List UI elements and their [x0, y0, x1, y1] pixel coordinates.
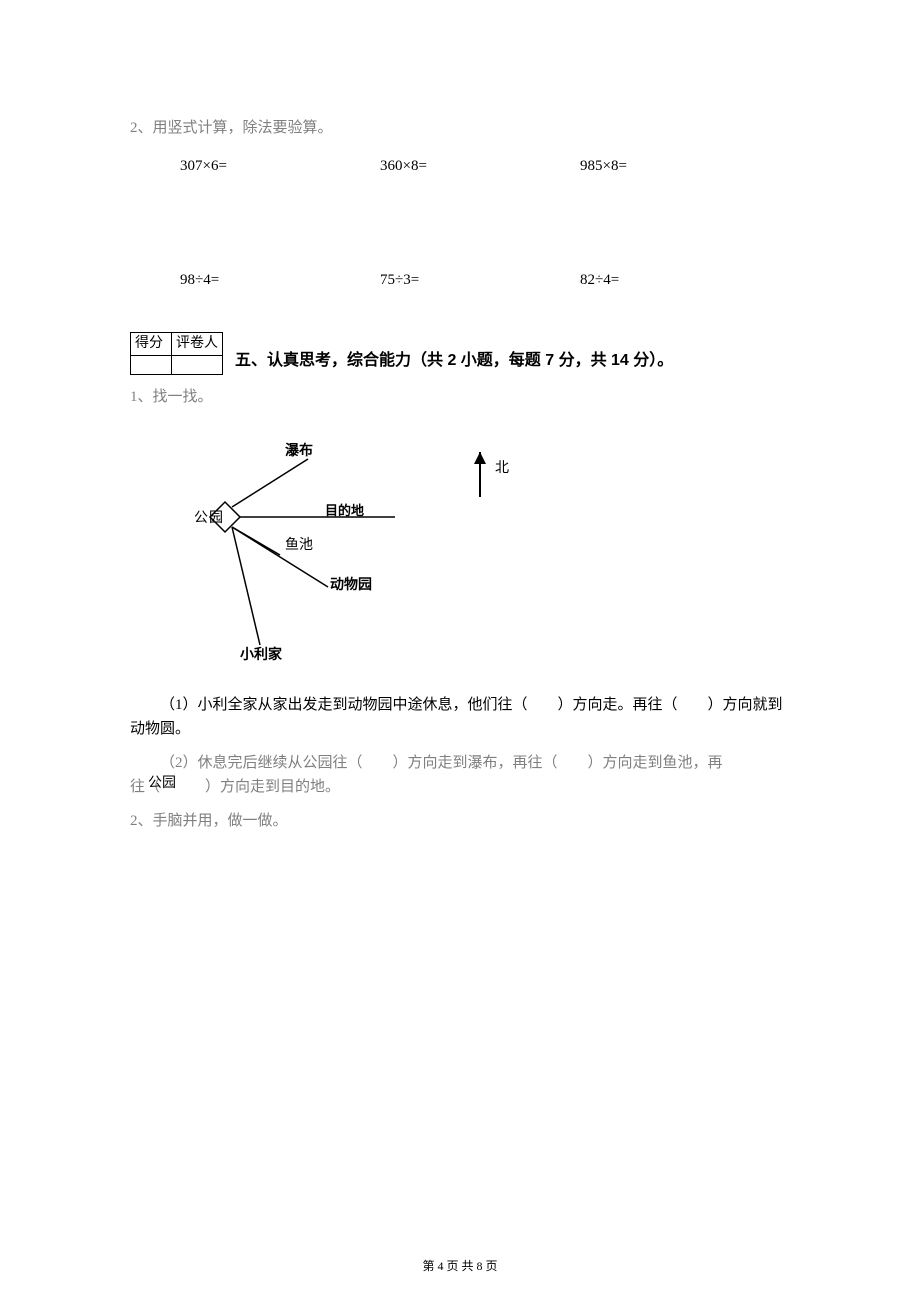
q5-1-prompt: 1、找一找。: [130, 385, 790, 409]
q5-2-prompt: 2、手脑并用，做一做。: [130, 809, 790, 833]
zoo-label: 动物园: [330, 576, 372, 593]
fishpond-label: 鱼池: [285, 536, 313, 553]
waterfall-label: 瀑布: [285, 442, 313, 459]
park-label-text: 公园: [148, 772, 176, 792]
q5-1-sub2: （2）休息完后继续从公园往（ ）方向走到瀑布，再往（ ）方向走到鱼池，再 往（ …: [130, 751, 790, 799]
marker-label: 评卷人: [172, 333, 223, 356]
q5-1-sub2-line2: 往（ ）方向走到目的地。: [130, 775, 790, 799]
park-label-2: 园: [209, 511, 223, 526]
direction-diagram: 北 瀑布 公 园 目的地 鱼池 动物园 小利家: [190, 437, 790, 675]
eq-row-2: 98÷4= 75÷3= 82÷4=: [130, 268, 790, 292]
score-cell: [131, 356, 172, 375]
eq-98d4: 98÷4=: [130, 268, 380, 292]
section-5-header: 得分 评卷人 五、认真思考，综合能力（共 2 小题，每题 7 分，共 14 分）…: [130, 332, 790, 375]
home-label: 小利家: [240, 646, 283, 663]
q2-prompt: 2、用竖式计算，除法要验算。: [130, 116, 790, 140]
section-5-title: 五、认真思考，综合能力（共 2 小题，每题 7 分，共 14 分）。: [235, 348, 673, 376]
eq-82d4: 82÷4=: [580, 268, 780, 292]
page-footer: 第 4 页 共 8 页: [0, 1257, 920, 1274]
eq-360x8: 360×8=: [380, 154, 580, 178]
marker-cell: [172, 356, 223, 375]
score-label: 得分: [131, 333, 172, 356]
eq-985x8: 985×8=: [580, 154, 780, 178]
eq-75d3: 75÷3=: [380, 268, 580, 292]
eq-row-1: 307×6= 360×8= 985×8=: [130, 154, 790, 178]
park-label: 公: [194, 511, 208, 526]
eq-307x6: 307×6=: [130, 154, 380, 178]
q5-1-sub1: （1）小利全家从家出发走到动物园中途休息，他们往（ ）方向走。再往（ ）方向就到…: [130, 693, 790, 741]
score-box: 得分 评卷人: [130, 332, 223, 375]
q5-1-sub2-line1: （2）休息完后继续从公园往（ ）方向走到瀑布，再往（ ）方向走到鱼池，再: [130, 751, 790, 775]
destination-label: 目的地: [325, 503, 364, 518]
north-label: 北: [495, 460, 509, 476]
